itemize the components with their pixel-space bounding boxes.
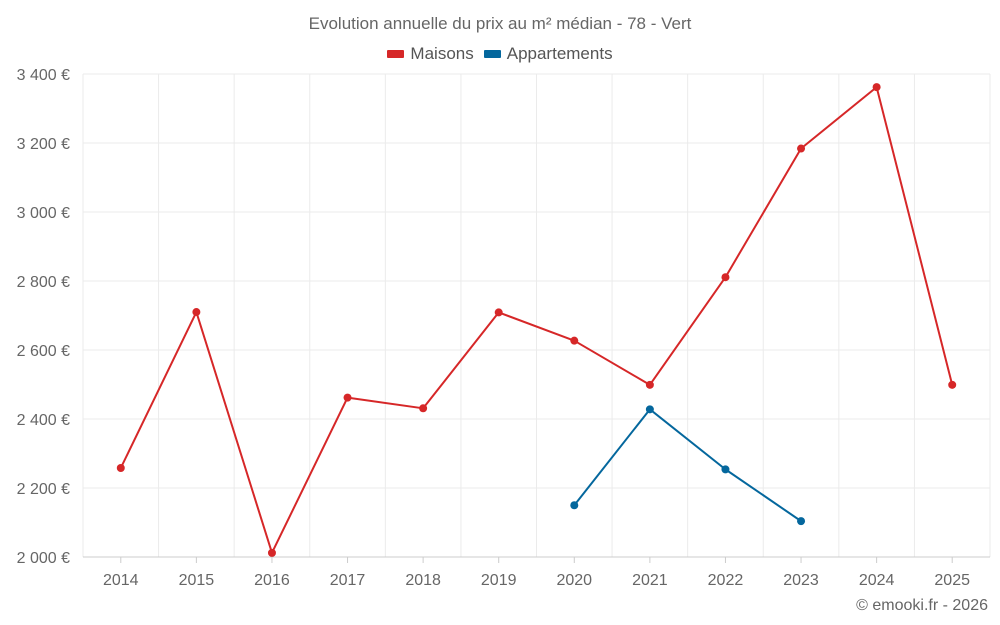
legend-item-appartements[interactable]: Appartements (483, 44, 613, 64)
x-tick-label: 2025 (934, 572, 970, 589)
data-point-maisons[interactable] (116, 463, 125, 472)
axes: 2 000 € 2 200 € 2 400 € 2 600 € 2 800 € 3 000… (17, 67, 990, 589)
y-tick-label: 2 000 € (17, 550, 70, 567)
data-point-maisons[interactable] (797, 144, 806, 153)
y-tick-label: 3 200 € (17, 136, 70, 153)
y-tick-label: 2 200 € (17, 481, 70, 498)
x-tick-label: 2020 (556, 572, 592, 589)
y-tick-label: 2 600 € (17, 343, 70, 360)
legend-swatch-maisons (387, 50, 405, 58)
x-tick-label: 2022 (708, 572, 744, 589)
y-tick-label: 2 800 € (17, 274, 70, 291)
data-point-maisons[interactable] (948, 380, 957, 389)
data-point-appartements[interactable] (645, 405, 654, 414)
legend: Maisons Appartements (0, 44, 1000, 64)
watermark: © emooki.fr - 2026 (856, 597, 988, 614)
series (116, 83, 957, 557)
data-point-maisons[interactable] (645, 380, 654, 389)
data-point-appartements[interactable] (570, 501, 579, 510)
data-point-maisons[interactable] (721, 273, 730, 282)
data-point-appartements[interactable] (721, 465, 730, 474)
data-point-maisons[interactable] (419, 404, 428, 413)
data-point-appartements[interactable] (797, 517, 806, 526)
legend-swatch-appartements (483, 50, 501, 58)
x-tick-label: 2016 (254, 572, 290, 589)
data-point-maisons[interactable] (192, 308, 201, 317)
x-tick-label: 2015 (179, 572, 215, 589)
x-tick-label: 2023 (783, 572, 819, 589)
y-tick-label: 2 400 € (17, 412, 70, 429)
series-line-maisons (119, 86, 954, 554)
x-tick-label: 2021 (632, 572, 668, 589)
y-tick-label: 3 400 € (17, 67, 70, 84)
grid (82, 73, 991, 558)
data-point-maisons[interactable] (570, 336, 579, 345)
x-tick-label: 2024 (859, 572, 895, 589)
data-point-maisons[interactable] (267, 548, 276, 557)
legend-item-maisons[interactable]: Maisons (387, 44, 474, 64)
x-tick-label: 2019 (481, 572, 517, 589)
data-point-maisons[interactable] (872, 83, 881, 92)
y-tick-label: 3 000 € (17, 205, 70, 222)
x-tick-label: 2014 (103, 572, 139, 589)
data-point-maisons[interactable] (494, 308, 503, 317)
legend-label-appartements: Appartements (506, 44, 613, 63)
x-tick-label: 2017 (330, 572, 366, 589)
chart-title: Evolution annuelle du prix au m² médian … (308, 14, 692, 33)
data-point-maisons[interactable] (343, 393, 352, 402)
legend-label-maisons: Maisons (410, 44, 474, 63)
x-tick-label: 2018 (405, 572, 441, 589)
series-line-appartements (573, 408, 802, 522)
